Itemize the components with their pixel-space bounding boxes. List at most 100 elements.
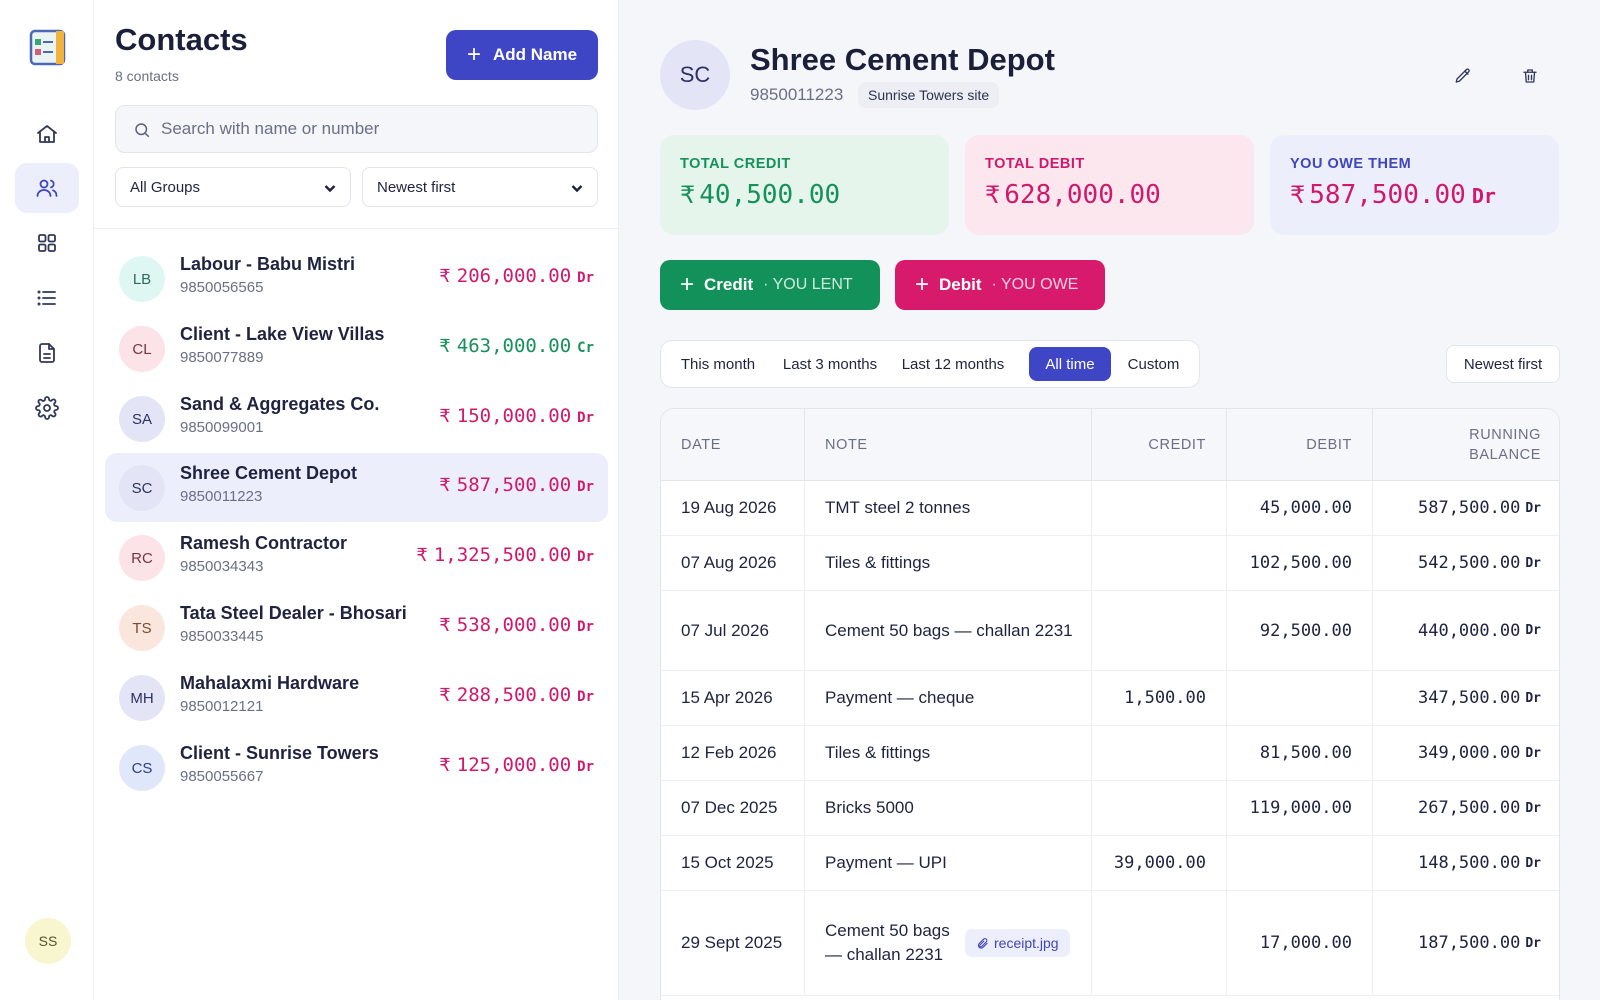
add-name-label: Add Name [492, 45, 578, 64]
col-credit: CREDIT [1092, 409, 1227, 481]
row-note-text: TMT steel 2 tonnes [825, 498, 971, 517]
rupee-icon: ₹ [1290, 181, 1306, 209]
period-custom[interactable]: Custom [1127, 355, 1180, 373]
row-balance-tag: Dr [1525, 745, 1541, 761]
total-credit-card: TOTAL CREDIT ₹ 40,500.00 [660, 135, 949, 235]
nav-contacts[interactable] [15, 163, 79, 213]
add-debit-button[interactable]: + Debit · YOU OWE [895, 260, 1105, 310]
table-row[interactable]: 15 Oct 2025 Payment — UPI 39,000.00 148,500… [661, 836, 1559, 891]
total-credit-amount: 40,500.00 [699, 180, 841, 210]
contact-name: Labour - Babu Mistri [180, 254, 355, 274]
nav-home[interactable] [15, 109, 79, 159]
col-date: DATE [661, 409, 805, 481]
period-last-3-months[interactable]: Last 3 months [782, 355, 878, 373]
row-balance: 187,500.00 Dr [1373, 891, 1559, 995]
row-note-text: Cement 50 bags — challan 2231 [825, 620, 1073, 640]
table-header [661, 409, 1559, 481]
transaction-sort-button[interactable]: Newest first [1446, 345, 1560, 383]
table-row[interactable]: 15 Apr 2026 Payment — cheque 1,500.00 347,5… [661, 671, 1559, 726]
sort-select[interactable]: Newest first [362, 167, 598, 207]
contacts-panel: Contacts 8 contacts + Add Name All Group… [94, 0, 619, 1000]
row-date: 19 Aug 2026 [661, 481, 805, 535]
table-row[interactable]: 07 Aug 2026 Tiles & fittings 102,500.00 542… [661, 536, 1559, 591]
contacts-count: 8 contacts [115, 68, 179, 84]
nav-settings[interactable] [15, 383, 79, 433]
balance-amount: 538,000.00 [456, 614, 572, 636]
balance-amount: 125,000.00 [456, 754, 572, 776]
table-row[interactable]: 07 Dec 2025 Bricks 5000 119,000.00 267,500.… [661, 781, 1559, 836]
paperclip-icon [977, 937, 988, 949]
rupee-icon: ₹ [439, 755, 451, 776]
row-balance-amount: 347,500.00 [1417, 688, 1521, 708]
delete-button[interactable] [1512, 58, 1548, 94]
chevron-down-icon [324, 181, 336, 193]
row-note: TMT steel 2 tonnes [805, 481, 1092, 535]
row-credit [1092, 536, 1227, 590]
table-row[interactable]: 07 Jul 2026 Cement 50 bags — challan 2231… [661, 591, 1559, 671]
edit-button[interactable] [1445, 58, 1481, 94]
total-credit-label: TOTAL CREDIT [680, 156, 791, 172]
you-owe-card: YOU OWE THEM ₹ 587,500.00 Dr [1270, 135, 1559, 235]
contact-item[interactable]: CL Client - Lake View Villas 9850077889 ₹46… [105, 314, 608, 383]
contact-item[interactable]: CS Client - Sunrise Towers 9850055667 ₹125,… [105, 733, 608, 802]
row-debit: 102,500.00 [1227, 536, 1373, 590]
contact-item[interactable]: MH Mahalaxmi Hardware 9850012121 ₹288,500.0… [105, 663, 608, 732]
attachment-chip[interactable]: receipt.jpg [965, 929, 1070, 957]
search-box [115, 105, 598, 153]
rupee-icon: ₹ [439, 685, 451, 706]
app-logo-icon[interactable] [27, 27, 67, 67]
plus-icon: + [466, 41, 481, 68]
total-debit-label: TOTAL DEBIT [985, 156, 1085, 172]
user-avatar[interactable]: SS [25, 918, 71, 964]
search-input[interactable] [161, 106, 581, 152]
contact-avatar: SC [119, 465, 165, 511]
row-date: 15 Apr 2026 [661, 671, 805, 725]
add-credit-button[interactable]: + Credit · YOU LENT [660, 260, 880, 310]
row-balance: 347,500.00 Dr [1373, 671, 1559, 725]
contact-name: Ramesh Contractor [180, 533, 348, 553]
period-last-12-months[interactable]: Last 12 months [901, 355, 1005, 373]
row-note: Payment — cheque [805, 671, 1092, 725]
add-name-button[interactable]: + Add Name [446, 30, 598, 80]
contact-item[interactable]: SA Sand & Aggregates Co. 9850099001 ₹150,00… [105, 384, 608, 453]
contact-name: Shree Cement Depot [180, 463, 358, 483]
contact-balance: ₹1,325,500.00 Dr [416, 544, 594, 566]
row-credit [1092, 591, 1227, 670]
period-this-month[interactable]: This month [680, 355, 756, 373]
contact-item[interactable]: RC Ramesh Contractor 9850034343 ₹1,325,500.… [105, 523, 608, 592]
contact-avatar: SC [660, 40, 730, 110]
contact-name: Client - Lake View Villas [180, 324, 385, 344]
nav-dashboard[interactable] [15, 218, 79, 268]
row-balance-amount: 542,500.00 [1417, 553, 1521, 573]
balance-tag: Dr [577, 689, 594, 705]
contact-balance: ₹587,500.00 Dr [439, 474, 594, 496]
row-date: 07 Dec 2025 [661, 781, 805, 835]
balance-tag: Dr [577, 759, 594, 775]
table-row[interactable]: 19 Aug 2026 TMT steel 2 tonnes 45,000.00 58… [661, 481, 1559, 536]
nav-list[interactable] [15, 273, 79, 323]
contact-item[interactable]: SC Shree Cement Depot 9850011223 ₹587,500.0… [105, 453, 608, 522]
page-title: Contacts [115, 22, 248, 57]
contact-item[interactable]: TS Tata Steel Dealer - Bhosari 9850033445 ₹… [105, 593, 608, 662]
balance-amount: 587,500.00 [456, 474, 572, 496]
row-note-text: Payment — UPI [825, 853, 947, 872]
row-balance: 587,500.00 Dr [1373, 481, 1559, 535]
you-owe-amount: 587,500.00 [1309, 180, 1466, 210]
contact-avatar: SA [119, 396, 165, 442]
balance-amount: 150,000.00 [456, 405, 572, 427]
period-filter: This month Last 3 months Last 12 months … [660, 340, 1200, 388]
table-row[interactable]: 29 Sept 2025 Cement 50 bags — challan 223… [661, 891, 1559, 996]
row-note: Bricks 5000 [805, 781, 1092, 835]
contact-name: Sand & Aggregates Co. [180, 394, 380, 414]
row-debit: 17,000.00 [1227, 891, 1373, 995]
divider [94, 228, 619, 229]
contact-item[interactable]: LB Labour - Babu Mistri 9850056565 ₹206,000… [105, 244, 608, 313]
contact-name: Mahalaxmi Hardware [180, 673, 360, 693]
table-row[interactable]: 12 Feb 2026 Tiles & fittings 81,500.00 349,… [661, 726, 1559, 781]
period-all-time[interactable]: All time [1029, 347, 1111, 381]
row-note: Tiles & fittings [805, 536, 1092, 590]
total-credit-value: ₹ 40,500.00 [680, 180, 929, 210]
group-filter-select[interactable]: All Groups [115, 167, 351, 207]
nav-reports[interactable] [15, 328, 79, 378]
contact-phone: 9850033445 [180, 628, 264, 645]
